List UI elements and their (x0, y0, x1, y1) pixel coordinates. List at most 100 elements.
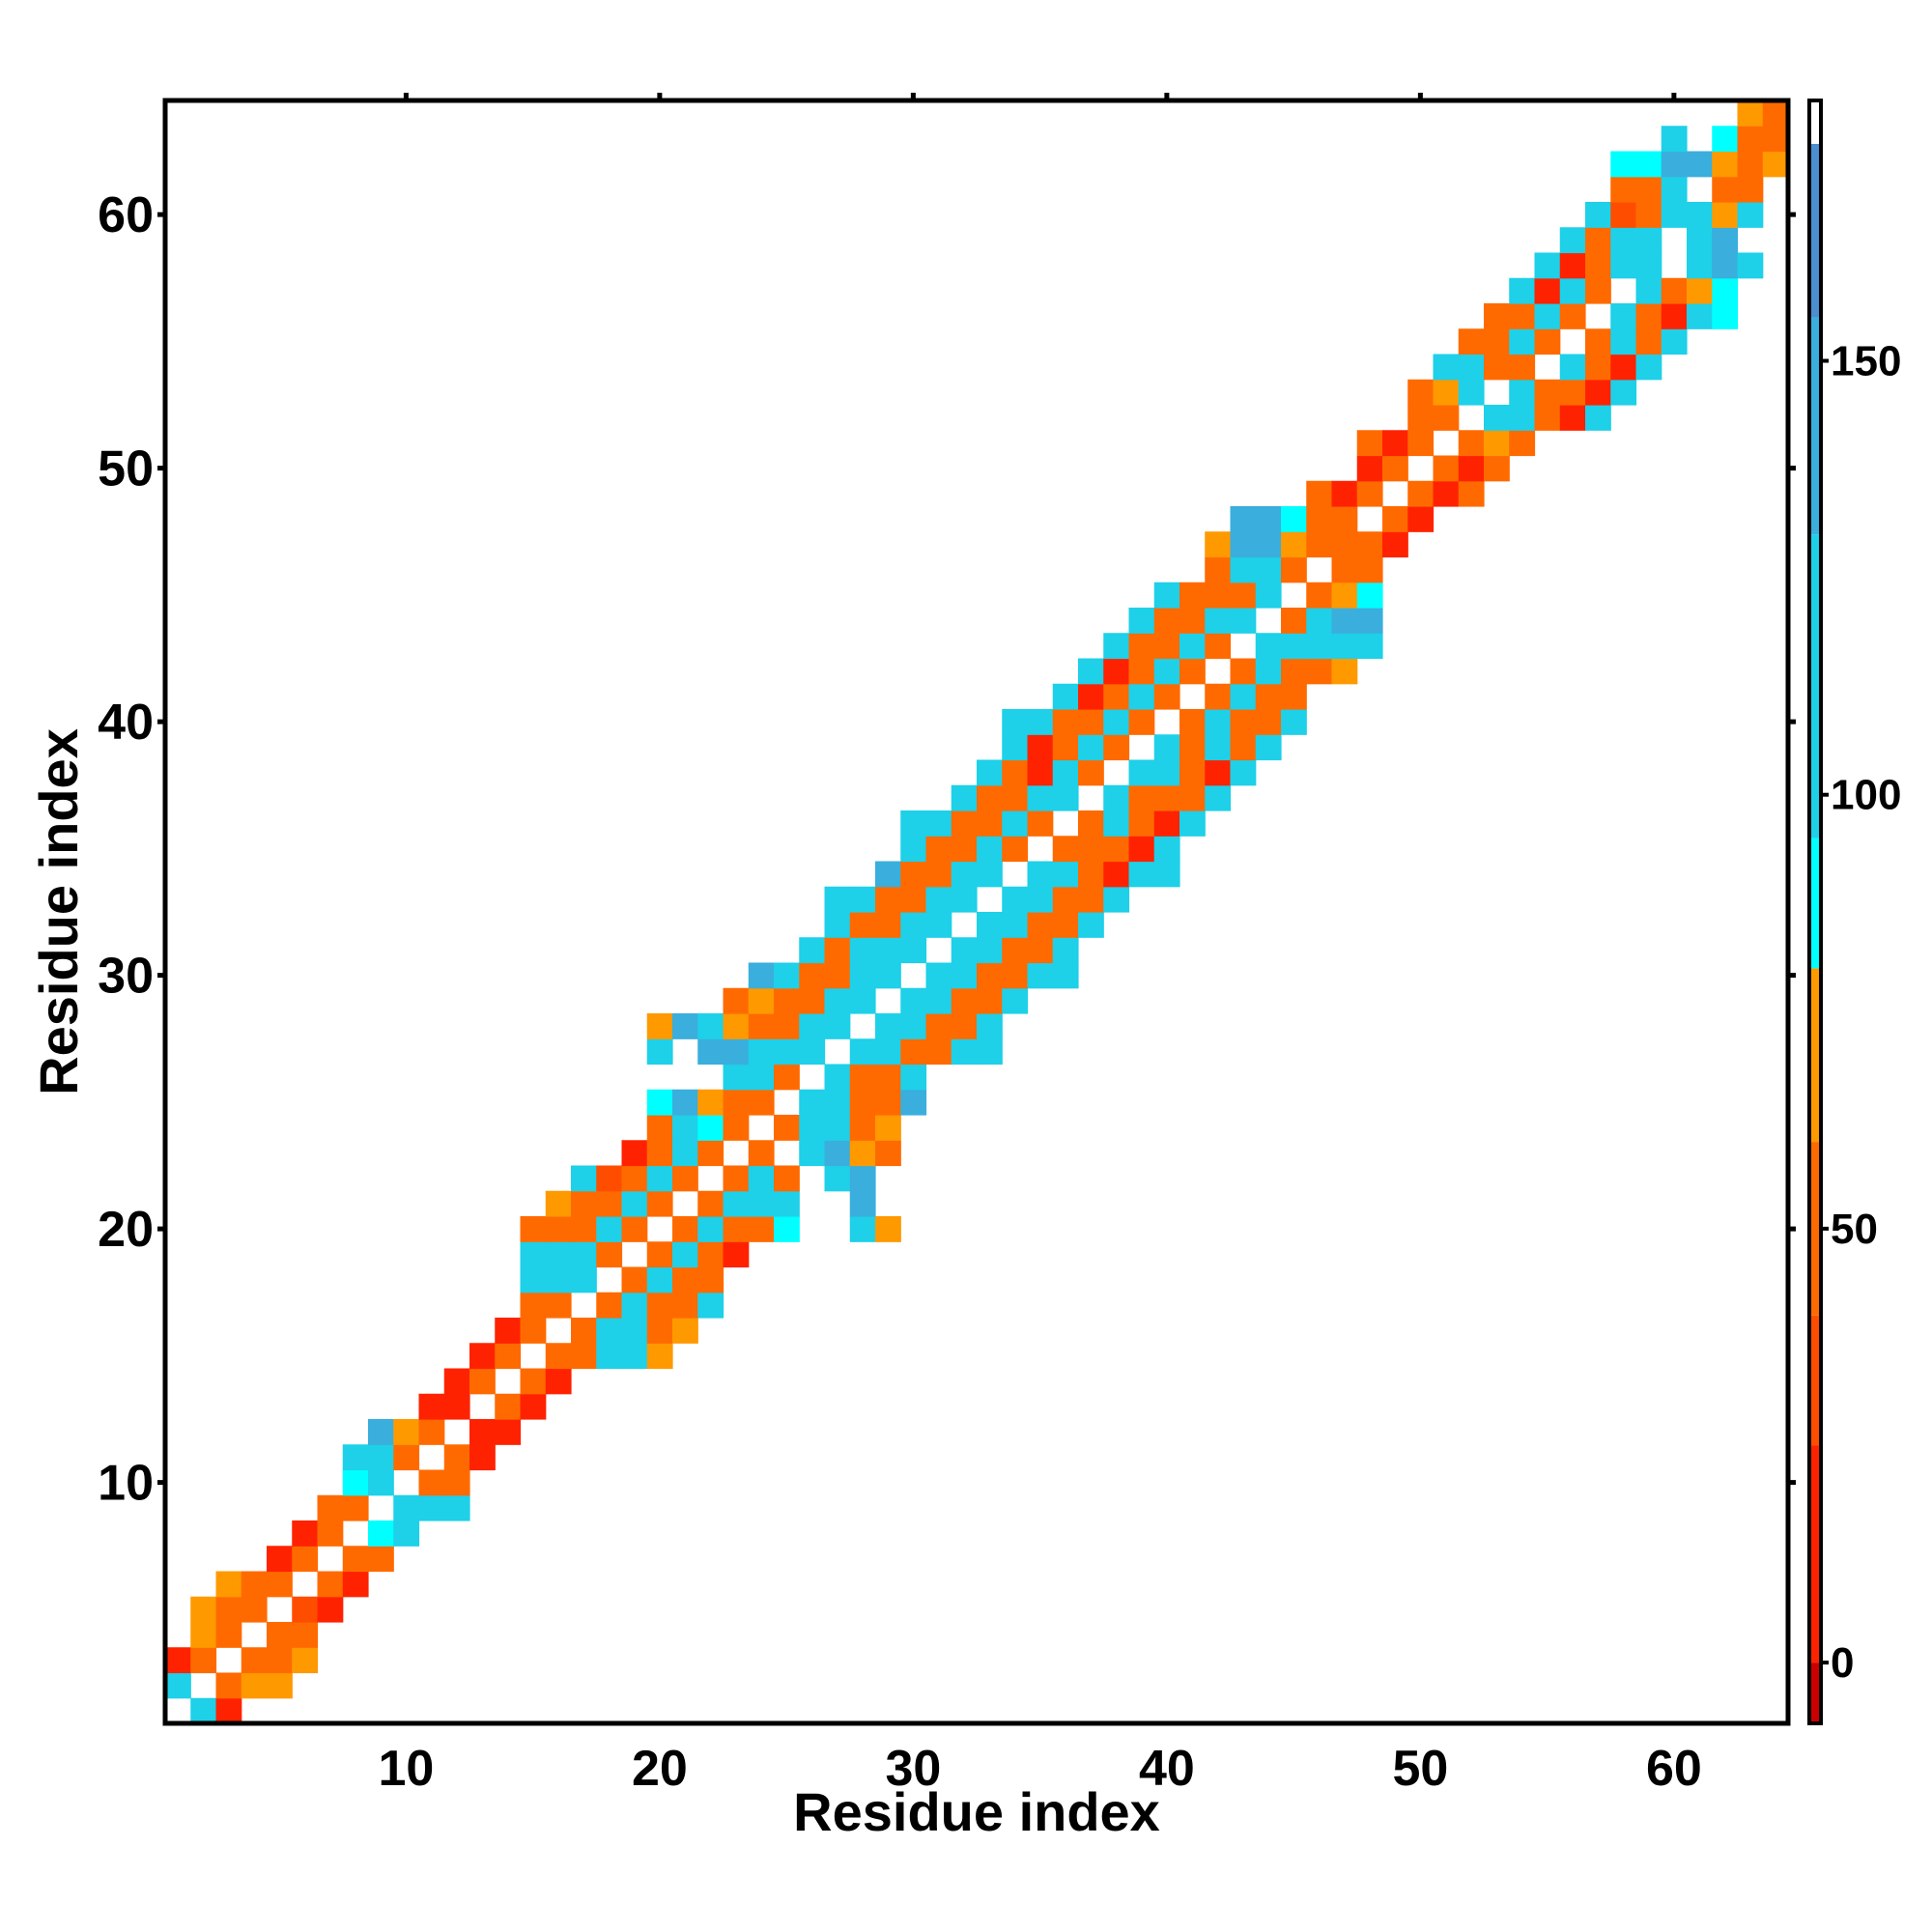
colorbar: 0 50 100 150 (1807, 99, 1901, 1725)
heatmap-cell (1635, 151, 1662, 178)
heatmap-cell (824, 1089, 851, 1116)
heatmap-cell (1205, 608, 1232, 634)
heatmap-cell (824, 1165, 851, 1192)
heatmap-cell (418, 1494, 445, 1521)
heatmap-cell (748, 1038, 775, 1065)
heatmap-cell (1255, 506, 1282, 532)
heatmap-cell (824, 962, 851, 989)
heatmap-cell (1052, 937, 1079, 964)
colorbar-segment (1809, 143, 1821, 318)
heatmap-cell (1205, 784, 1232, 811)
heatmap-cell (1433, 354, 1460, 381)
heatmap-cell (723, 1190, 750, 1217)
heatmap-cell (1737, 100, 1764, 127)
heatmap-cell (393, 1520, 420, 1547)
heatmap-cell (1103, 886, 1130, 913)
heatmap-cell (1002, 962, 1029, 989)
heatmap-cell (672, 1292, 698, 1319)
heatmap-cell (1027, 759, 1054, 786)
heatmap-cell (317, 1520, 344, 1547)
heatmap-cell (1610, 202, 1637, 228)
heatmap-cell (900, 987, 927, 1014)
colorbar-segment (1809, 1142, 1821, 1316)
heatmap-cell (849, 1140, 876, 1167)
heatmap-cell (824, 1140, 851, 1167)
heatmap-cell (900, 836, 927, 863)
heatmap-cell (723, 1089, 750, 1116)
heatmap-cell (1103, 633, 1130, 660)
heatmap-cell (849, 1115, 876, 1141)
heatmap-cells (165, 100, 1789, 1724)
heatmap-cell (748, 1089, 775, 1116)
heatmap-cell (875, 1216, 901, 1242)
heatmap-cell (697, 1013, 724, 1039)
heatmap-cell (875, 937, 901, 964)
heatmap-cell (215, 1596, 242, 1623)
heatmap-cell (1002, 709, 1029, 735)
heatmap-cell (495, 1419, 522, 1445)
heatmap-cell (799, 962, 826, 989)
heatmap-cell (1306, 633, 1333, 660)
heatmap-cell (393, 1419, 420, 1445)
heatmap-cell (951, 1038, 978, 1065)
heatmap-cell (925, 1013, 952, 1039)
heatmap-cell (1559, 227, 1586, 254)
heatmap-cell (824, 937, 851, 964)
heatmap-cell (748, 1140, 775, 1167)
heatmap-cell (190, 1596, 217, 1623)
heatmap-cell (1002, 987, 1029, 1014)
heatmap-cell (1128, 759, 1155, 786)
heatmap-cell (621, 1140, 648, 1167)
heatmap-cell (925, 1038, 952, 1065)
heatmap-cell (1281, 633, 1307, 660)
heatmap-cell (571, 1165, 597, 1192)
heatmap-cell (317, 1571, 344, 1598)
heatmap-cell (1737, 126, 1764, 153)
heatmap-cell (368, 1444, 394, 1471)
heatmap-cell (1230, 658, 1257, 685)
heatmap-cell (1078, 759, 1104, 786)
heatmap-cell (1153, 784, 1180, 811)
heatmap-cell (621, 1292, 648, 1319)
heatmap-cell (697, 1266, 724, 1293)
heatmap-cell (267, 1647, 293, 1674)
heatmap-cell (1356, 608, 1383, 634)
heatmap-cell (1103, 734, 1130, 761)
heatmap-cell (849, 1216, 876, 1242)
heatmap-cell (1306, 608, 1333, 634)
heatmap-cell (292, 1647, 319, 1674)
heatmap-cell (977, 937, 1003, 964)
heatmap-cell (545, 1343, 572, 1370)
heatmap-cell (190, 1697, 217, 1724)
heatmap-cell (1128, 709, 1155, 735)
heatmap-cell (342, 1546, 369, 1573)
heatmap-cell (1610, 151, 1637, 178)
heatmap-cell (1382, 506, 1408, 532)
heatmap-cell (443, 1494, 470, 1521)
heatmap-cell (1179, 810, 1206, 837)
heatmap-cell (977, 759, 1003, 786)
heatmap-cell (520, 1393, 547, 1420)
heatmap-cell (1661, 126, 1688, 153)
heatmap-cell (1534, 405, 1561, 431)
heatmap-cell (1559, 354, 1586, 381)
heatmap-cell (292, 1622, 319, 1648)
heatmap-cell (672, 1318, 698, 1344)
heatmap-cell (1484, 430, 1510, 457)
heatmap-cell (1585, 202, 1611, 228)
heatmap-cell (1458, 480, 1485, 507)
heatmap-cell (545, 1266, 572, 1293)
heatmap-cell (1382, 531, 1408, 558)
heatmap-cell (1585, 354, 1611, 381)
heatmap-cell (469, 1368, 496, 1395)
heatmap-cell (571, 1343, 597, 1370)
heatmap-cell (1078, 836, 1104, 863)
heatmap-cell (799, 1038, 826, 1065)
heatmap-cell (520, 1241, 547, 1268)
y-tick-label: 60 (98, 187, 154, 243)
heatmap-cell (723, 1216, 750, 1242)
heatmap-cell (520, 1318, 547, 1344)
heatmap-cell (875, 1064, 901, 1091)
y-tick-label: 10 (98, 1456, 154, 1512)
heatmap-cell (1078, 912, 1104, 938)
